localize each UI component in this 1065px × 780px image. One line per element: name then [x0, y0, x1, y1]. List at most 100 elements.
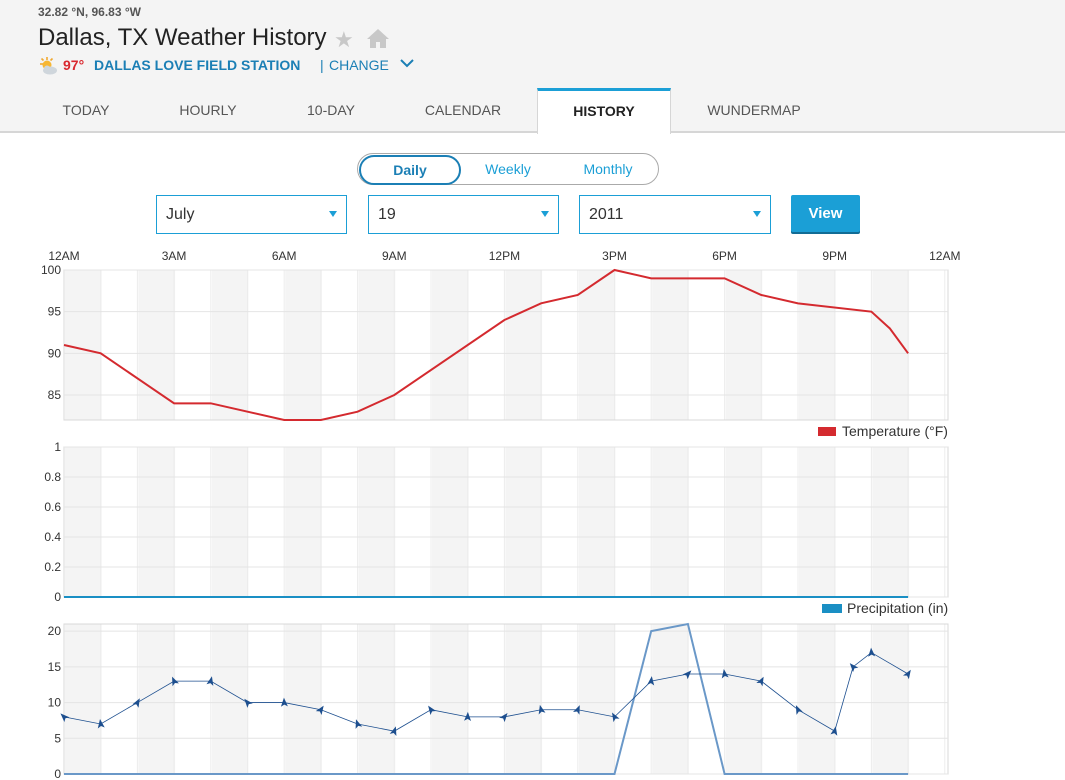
x-tick-label: 6AM — [272, 249, 297, 263]
x-tick-label: 12AM — [929, 249, 960, 263]
band — [285, 624, 322, 774]
home-icon[interactable] — [366, 27, 390, 49]
wind-arrow-icon — [206, 676, 214, 686]
band — [505, 447, 543, 597]
dropdown-arrow-icon — [753, 211, 761, 217]
tab-calendar[interactable]: CALENDAR — [424, 102, 502, 118]
y-tick-label: 20 — [48, 624, 62, 638]
band — [799, 624, 836, 774]
y-tick-label: 15 — [48, 660, 62, 674]
monthly-toggle[interactable]: Monthly — [583, 161, 633, 177]
band — [799, 447, 836, 597]
y-tick-label: 1 — [54, 440, 61, 454]
wind-arrow-icon — [464, 711, 472, 721]
chart-panel-0 — [63, 269, 949, 421]
history-charts: 12AM 3AM 6AM 9AM 12PM 3PM 6PM 9PM 12AM1009590851… — [41, 249, 961, 780]
band — [138, 270, 176, 420]
chart-panel-1 — [63, 446, 949, 598]
band — [872, 270, 910, 420]
y-tick-label: 0 — [54, 590, 61, 604]
day-value: 19 — [378, 206, 396, 223]
wind-arrow-icon — [389, 726, 397, 737]
chart-panel-2 — [63, 623, 949, 775]
tab-history[interactable]: HISTORY — [537, 88, 671, 134]
band — [652, 447, 689, 597]
band — [358, 447, 396, 597]
year-select[interactable]: 2011 — [579, 195, 771, 234]
wind-arrow-icon — [60, 713, 70, 723]
band — [505, 270, 543, 420]
wind-arrow-icon — [132, 698, 140, 708]
wind-arrow-icon — [538, 704, 546, 715]
band — [872, 624, 910, 774]
station-name[interactable]: DALLAS LOVE FIELD STATION — [94, 57, 301, 73]
band — [432, 270, 469, 420]
wind-arrow-icon — [795, 705, 803, 715]
wind-arrow-icon — [428, 705, 437, 715]
gust-line — [64, 622, 909, 775]
tab-today[interactable]: TODAY — [62, 102, 110, 118]
y-tick-label: 85 — [48, 388, 62, 402]
star-icon[interactable]: ★ — [334, 27, 354, 52]
band — [285, 447, 322, 597]
wind-arrow-icon — [355, 719, 363, 729]
wind-arrow-icon — [97, 719, 105, 729]
band — [138, 624, 176, 774]
wind-arrow-icon — [573, 705, 580, 715]
band — [652, 270, 689, 420]
x-tick-label: 12PM — [489, 249, 520, 263]
month-value: July — [166, 206, 195, 223]
band — [652, 624, 689, 774]
wind-arrow-icon — [868, 647, 876, 657]
precipitation-legend-label: Precipitation (in) — [847, 600, 948, 616]
change-station-link[interactable]: CHANGE — [329, 57, 389, 73]
chevron-down-icon[interactable] — [400, 58, 414, 68]
y-tick-label: 0.2 — [44, 560, 61, 574]
weekly-toggle[interactable]: Weekly — [485, 161, 531, 177]
daily-toggle[interactable]: Daily — [359, 155, 461, 185]
page-title: Dallas, TX Weather History — [38, 24, 327, 51]
band — [65, 270, 102, 420]
precipitation-legend-swatch — [822, 604, 842, 613]
separator: | — [320, 57, 324, 73]
band — [872, 447, 910, 597]
band — [65, 447, 102, 597]
y-tick-label: 5 — [54, 731, 61, 745]
x-tick-label: 3PM — [602, 249, 627, 263]
day-select[interactable]: 19 — [368, 195, 559, 234]
tab-wundermap[interactable]: WUNDERMAP — [707, 102, 801, 118]
wind-arrow-icon — [647, 676, 655, 686]
wind-arrow-icon — [830, 726, 838, 736]
x-tick-label: 6PM — [712, 249, 737, 263]
band — [285, 270, 322, 420]
wind-arrow-icon — [756, 676, 764, 687]
dropdown-arrow-icon — [541, 211, 549, 217]
band — [358, 624, 396, 774]
y-tick-label: 100 — [41, 263, 61, 277]
dropdown-arrow-icon — [329, 211, 337, 217]
month-select[interactable]: July — [156, 195, 347, 234]
band — [578, 447, 616, 597]
wind-arrow-icon — [280, 697, 288, 707]
period-toggle: Daily Weekly Monthly — [357, 153, 659, 185]
band — [211, 447, 249, 597]
y-tick-label: 0.4 — [44, 530, 61, 544]
y-tick-label: 0.6 — [44, 500, 61, 514]
tab-hourly[interactable]: HOURLY — [179, 102, 237, 118]
y-tick-label: 90 — [48, 346, 62, 360]
wind-arrow-icon — [721, 669, 729, 679]
temperature-legend-swatch — [818, 427, 836, 436]
sun-cloud-icon — [40, 57, 57, 75]
view-button[interactable]: View — [791, 195, 860, 232]
band — [138, 447, 176, 597]
band — [65, 624, 102, 774]
temperature-line — [63, 268, 909, 421]
band — [211, 270, 249, 420]
wind-arrow-icon — [902, 669, 911, 680]
band — [432, 447, 469, 597]
tab-10-day[interactable]: 10-DAY — [307, 102, 355, 118]
band — [211, 624, 249, 774]
wind-arrow-icon — [612, 712, 620, 723]
band — [578, 270, 616, 420]
x-tick-label: 9AM — [382, 249, 407, 263]
